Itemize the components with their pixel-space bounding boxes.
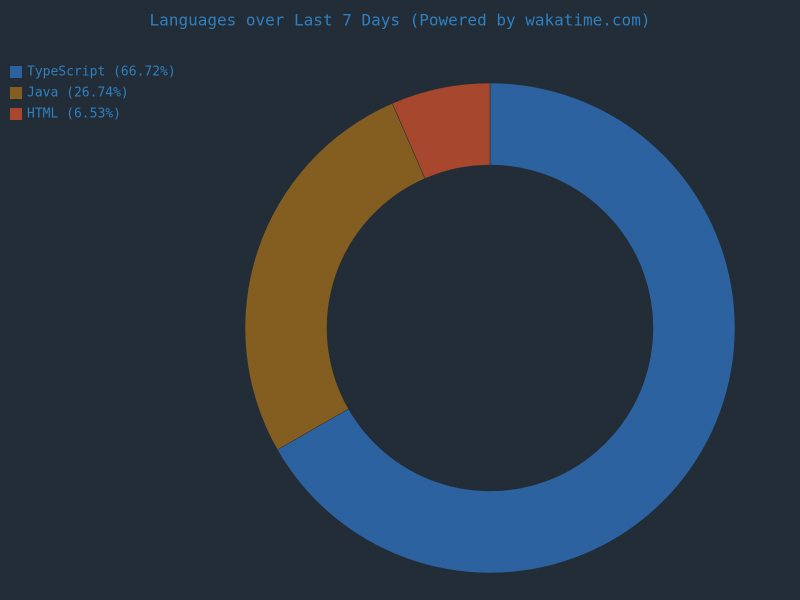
legend-swatch bbox=[10, 108, 22, 120]
legend-label: TypeScript (66.72%) bbox=[27, 65, 176, 80]
legend-label: Java (26.74%) bbox=[27, 86, 129, 101]
legend-label: HTML (6.53%) bbox=[27, 107, 121, 122]
chart-title: Languages over Last 7 Days (Powered by w… bbox=[150, 11, 651, 30]
donut-slice bbox=[391, 82, 491, 179]
donut-slice bbox=[277, 82, 736, 574]
legend-swatch bbox=[10, 87, 22, 99]
donut-slice bbox=[244, 103, 426, 451]
legend-swatch bbox=[10, 66, 22, 78]
